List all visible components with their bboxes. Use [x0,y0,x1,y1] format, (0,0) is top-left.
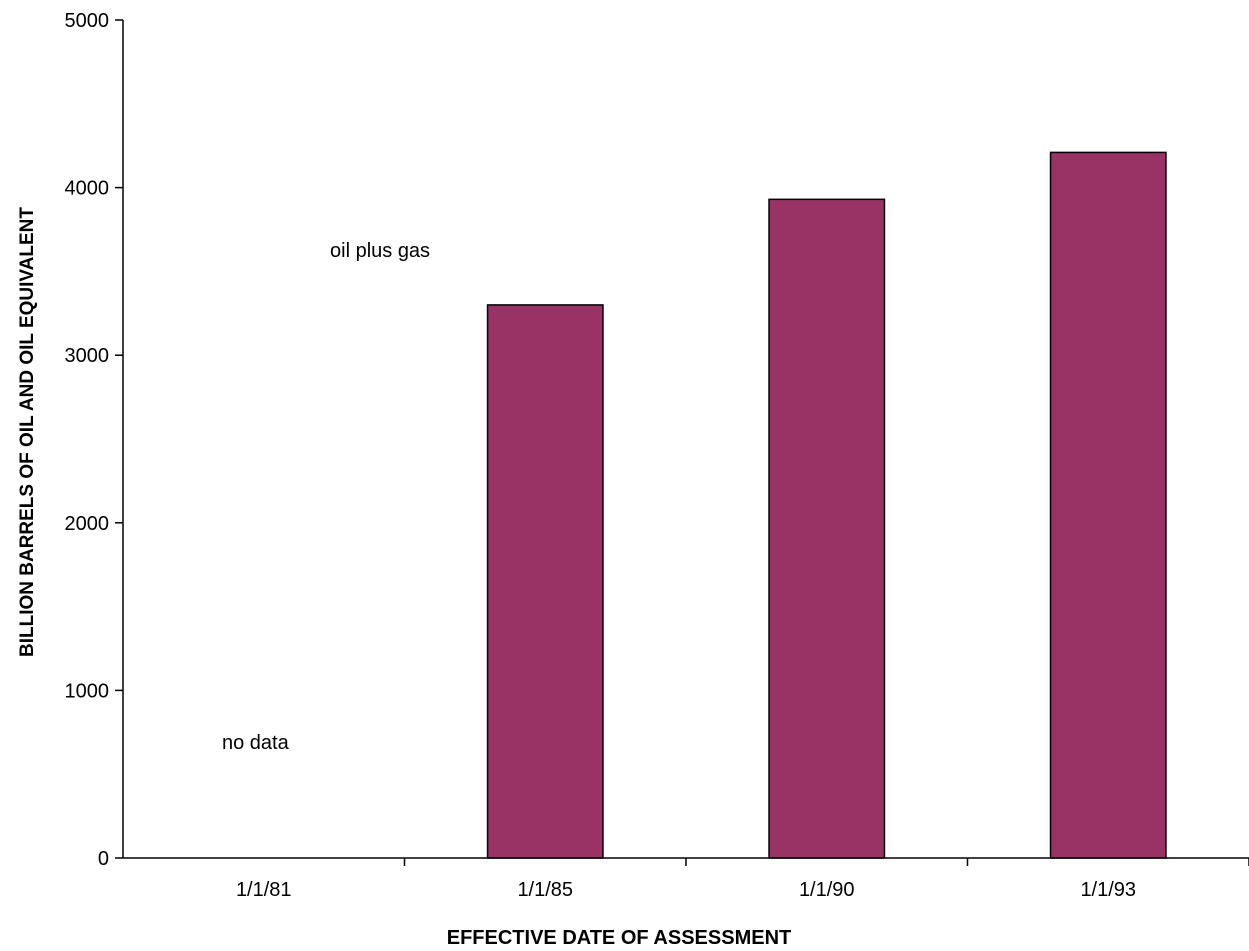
y-tick-label: 2000 [65,513,110,535]
x-axis-title: EFFECTIVE DATE OF ASSESSMENT [447,927,791,949]
y-tick-label: 5000 [65,10,110,32]
y-tick-label: 3000 [65,345,110,367]
x-axis-ticks [403,858,1249,866]
annotation-no-data: no data [222,732,290,754]
x-tick-label: 1/1/81 [236,879,292,901]
y-tick-label: 1000 [65,680,110,702]
x-tick-label: 1/1/90 [799,879,855,901]
bar [768,198,886,859]
bar [1049,151,1167,859]
y-tick-label: 0 [98,848,109,870]
bars-group [486,151,1167,859]
x-tick-label: 1/1/93 [1080,879,1136,901]
annotation-oil-plus-gas: oil plus gas [330,240,430,262]
x-tick-label: 1/1/85 [517,879,573,901]
x-tick-labels: 1/1/81 1/1/85 1/1/90 1/1/93 [236,879,1136,901]
y-axis-title: BILLION BARRELS OF OIL AND OIL EQUIVALEN… [17,207,38,657]
bar [486,304,604,859]
y-axis-ticks: 0 1000 2000 3000 4000 5000 [65,10,123,870]
y-tick-label: 4000 [65,178,110,200]
